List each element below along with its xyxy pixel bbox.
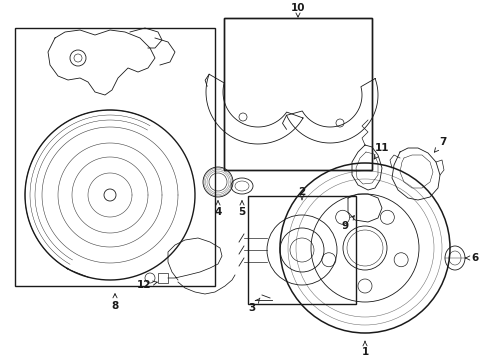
Text: 12: 12 (137, 280, 157, 290)
Text: 6: 6 (465, 253, 478, 263)
Text: 2: 2 (298, 187, 305, 200)
Bar (158, 273, 168, 283)
Bar (224, 18, 371, 170)
Bar (247, 196, 355, 304)
Text: 7: 7 (433, 137, 446, 152)
Text: 9: 9 (341, 216, 354, 231)
Bar (224, 18, 371, 170)
Text: 1: 1 (361, 341, 368, 357)
Text: 5: 5 (238, 201, 245, 217)
Text: 10: 10 (290, 3, 305, 17)
Text: 8: 8 (111, 294, 119, 311)
Text: 3: 3 (248, 298, 260, 313)
Text: 11: 11 (373, 143, 388, 159)
Text: 4: 4 (214, 201, 221, 217)
Bar (15, 28, 215, 286)
